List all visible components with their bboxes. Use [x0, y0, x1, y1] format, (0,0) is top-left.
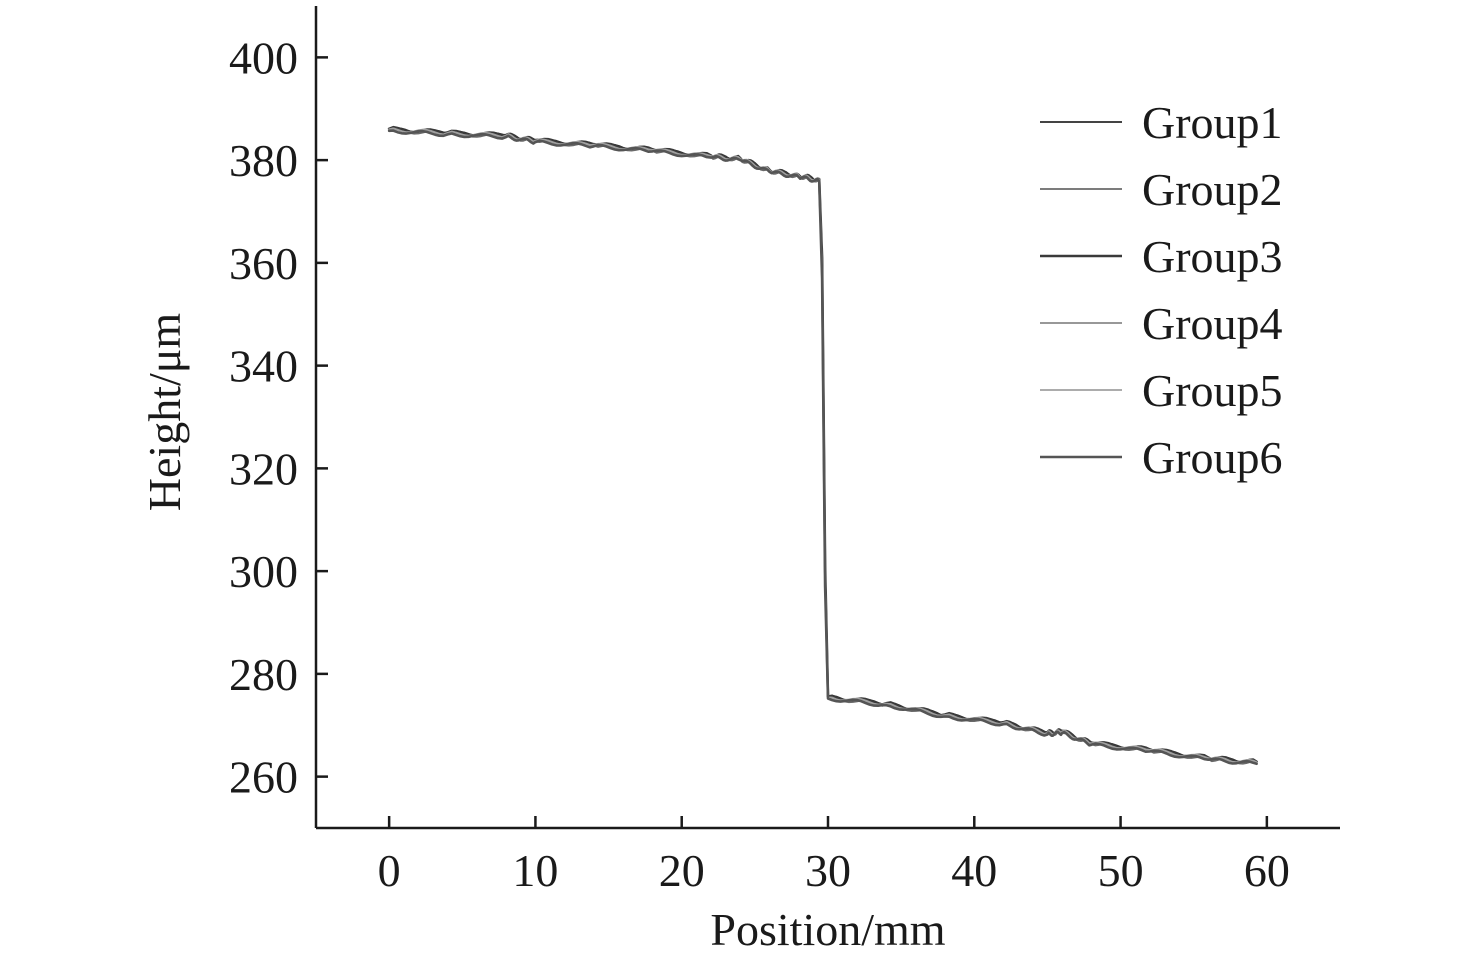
- legend-label-group3: Group3: [1142, 231, 1283, 282]
- x-ticks: 0 10 20 30 40 50 60: [378, 816, 1290, 896]
- x-tick-label: 50: [1098, 845, 1144, 896]
- legend-label-group6: Group6: [1142, 432, 1283, 483]
- series-line-group6: [387, 129, 1258, 766]
- x-tick-label: 0: [378, 845, 401, 896]
- y-tick-label: 360: [229, 238, 298, 289]
- x-tick-label: 20: [659, 845, 705, 896]
- legend-label-group1: Group1: [1142, 97, 1283, 148]
- y-tick-label: 340: [229, 341, 298, 392]
- legend-label-group2: Group2: [1142, 164, 1283, 215]
- y-ticks: 260 280 300 320 340 360 380 400: [229, 32, 328, 803]
- x-tick-label: 40: [951, 845, 997, 896]
- x-tick-label: 30: [805, 845, 851, 896]
- x-axis-label: Position/mm: [710, 904, 945, 955]
- series-line-group5: [388, 127, 1258, 764]
- x-tick-label: 10: [512, 845, 558, 896]
- legend: Group1 Group2 Group3 Group4 Group5 Group6: [1040, 97, 1283, 483]
- y-tick-label: 300: [229, 546, 298, 597]
- y-tick-label: 380: [229, 135, 298, 186]
- y-tick-label: 320: [229, 443, 298, 494]
- y-tick-label: 400: [229, 32, 298, 83]
- legend-label-group4: Group4: [1142, 298, 1283, 349]
- legend-label-group5: Group5: [1142, 365, 1283, 416]
- y-axis-label: Height/μm: [139, 313, 190, 512]
- y-tick-label: 260: [229, 752, 298, 803]
- series-layer: [387, 125, 1258, 766]
- x-tick-label: 60: [1244, 845, 1290, 896]
- y-tick-label: 280: [229, 649, 298, 700]
